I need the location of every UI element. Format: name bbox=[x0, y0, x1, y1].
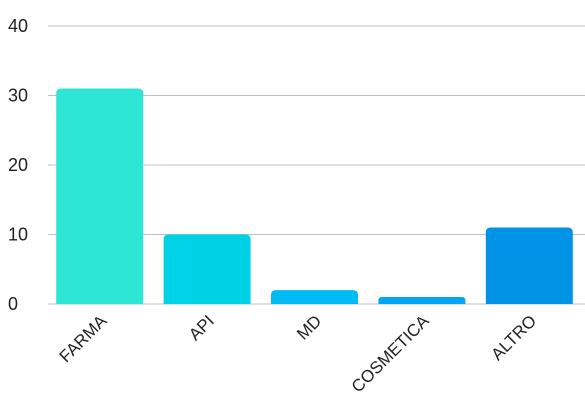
x-category-label-cosmetica: COSMETICA bbox=[348, 311, 433, 396]
y-tick-label-20: 20 bbox=[8, 155, 28, 175]
bars bbox=[56, 88, 573, 304]
y-axis-tick-labels: 0 10 20 30 40 bbox=[8, 16, 28, 314]
x-axis-category-labels: FARMA API MD COSMETICA ALTRO bbox=[56, 311, 540, 396]
y-tick-label-0: 0 bbox=[8, 294, 18, 314]
x-category-label-altro: ALTRO bbox=[488, 311, 541, 364]
bar-altro bbox=[485, 227, 573, 304]
x-category-label-md: MD bbox=[293, 311, 325, 343]
bar-api bbox=[163, 234, 251, 304]
x-category-label-farma: FARMA bbox=[56, 311, 111, 366]
bar-farma bbox=[56, 88, 144, 304]
y-tick-label-10: 10 bbox=[8, 225, 28, 245]
bar-md bbox=[271, 290, 358, 304]
y-tick-label-30: 30 bbox=[8, 86, 28, 106]
x-category-label-api: API bbox=[185, 311, 218, 344]
y-tick-label-40: 40 bbox=[8, 16, 28, 36]
bar-cosmetica bbox=[378, 297, 466, 304]
